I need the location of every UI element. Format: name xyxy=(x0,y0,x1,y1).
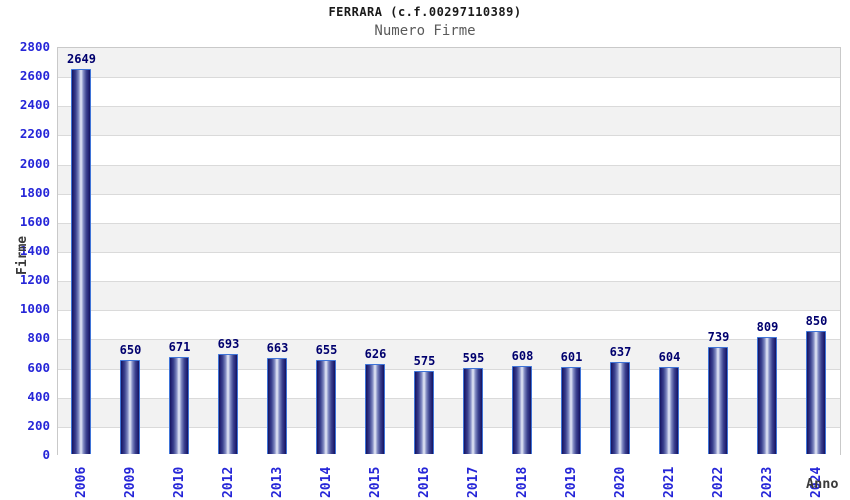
bar-2012 xyxy=(217,354,238,454)
bar-value-label: 604 xyxy=(658,349,681,364)
grid-band xyxy=(58,164,840,194)
bar-2006 xyxy=(70,69,91,454)
bar-value-label: 595 xyxy=(462,351,485,366)
grid-band xyxy=(58,222,840,252)
x-tick-label: 2015 xyxy=(367,466,383,498)
grid-band xyxy=(58,77,840,107)
bar-value-label: 850 xyxy=(805,314,828,329)
bar-2014 xyxy=(315,359,336,454)
y-tick-label: 1600 xyxy=(19,213,50,229)
bar-value-label: 655 xyxy=(315,342,338,357)
bar-value-label: 575 xyxy=(413,354,436,369)
y-tick-label: 2400 xyxy=(19,97,50,113)
grid-line xyxy=(58,339,840,341)
x-tick-label: 2022 xyxy=(710,466,726,498)
bar-value-label: 608 xyxy=(511,349,534,364)
grid-line xyxy=(58,397,840,399)
bar-2017 xyxy=(462,368,483,454)
bar-value-label: 671 xyxy=(168,340,191,355)
grid-band xyxy=(58,193,840,223)
grid-line xyxy=(58,106,840,108)
grid-band xyxy=(58,252,840,282)
bar-2010 xyxy=(168,357,189,454)
bar-2016 xyxy=(413,371,434,454)
x-tick-label: 2023 xyxy=(759,466,775,498)
y-tick-label: 600 xyxy=(27,359,50,375)
y-tick-label: 2600 xyxy=(19,68,50,84)
x-tick-label: 2009 xyxy=(122,466,138,498)
grid-line xyxy=(58,222,840,224)
x-tick-label: 2019 xyxy=(563,466,579,498)
y-tick-label: 800 xyxy=(27,330,50,346)
y-tick-label: 1800 xyxy=(19,184,50,200)
grid-band xyxy=(58,135,840,165)
bar-2013 xyxy=(266,358,287,454)
bar-value-label: 637 xyxy=(609,345,632,360)
grid-line xyxy=(58,193,840,195)
x-tick-label: 2014 xyxy=(318,466,334,498)
y-tick-label: 2000 xyxy=(19,155,50,171)
grid-band xyxy=(58,310,840,340)
bar-value-label: 626 xyxy=(364,346,387,361)
bar-value-label: 809 xyxy=(756,320,779,335)
bar-2023 xyxy=(756,337,777,454)
x-axis-title: Anno xyxy=(806,476,839,492)
chart-title: FERRARA (c.f.00297110389) xyxy=(328,5,522,19)
grid-line xyxy=(58,426,840,428)
x-tick-label: 2016 xyxy=(416,466,432,498)
y-axis-title: Firme xyxy=(15,235,30,275)
grid-band xyxy=(58,48,840,78)
grid-line xyxy=(58,135,840,137)
bar-value-label: 601 xyxy=(560,350,583,365)
y-tick-label: 400 xyxy=(27,388,50,404)
bar-2021 xyxy=(658,366,679,454)
grid-band xyxy=(58,106,840,136)
bar-2015 xyxy=(364,363,385,454)
grid-band xyxy=(58,281,840,311)
x-tick-label: 2018 xyxy=(514,466,530,498)
bar-2024 xyxy=(805,331,826,454)
bar-2020 xyxy=(609,362,630,454)
x-tick-label: 2021 xyxy=(661,466,677,498)
y-tick-label: 200 xyxy=(27,417,50,433)
grid-line xyxy=(58,164,840,166)
bar-value-label: 650 xyxy=(119,343,142,358)
x-tick-label: 2020 xyxy=(612,466,628,498)
bar-2019 xyxy=(560,367,581,454)
x-tick-label: 2006 xyxy=(73,466,89,498)
x-tick-label: 2010 xyxy=(171,466,187,498)
grid-line xyxy=(58,281,840,283)
grid-line xyxy=(58,252,840,253)
grid-line xyxy=(58,368,840,370)
y-tick-label: 0 xyxy=(42,447,50,462)
y-tick-label: 2800 xyxy=(19,39,50,54)
bar-value-label: 663 xyxy=(266,341,289,356)
grid-line xyxy=(58,77,840,79)
y-tick-label: 1400 xyxy=(19,243,50,258)
bar-2009 xyxy=(119,360,140,454)
y-tick-label: 2200 xyxy=(19,126,50,142)
chart-subtitle: Numero Firme xyxy=(374,23,476,39)
bar-value-label: 2649 xyxy=(67,52,96,66)
bar-2018 xyxy=(511,366,532,454)
y-tick-label: 1000 xyxy=(19,301,50,317)
x-tick-label: 2013 xyxy=(269,466,285,498)
bar-value-label: 739 xyxy=(707,330,730,345)
bar-value-label: 693 xyxy=(217,337,240,352)
grid-line xyxy=(58,310,840,312)
y-tick-label: 1200 xyxy=(19,272,50,288)
bar-2022 xyxy=(707,347,728,454)
x-tick-label: 2017 xyxy=(465,466,481,498)
x-tick-label: 2012 xyxy=(220,466,236,498)
